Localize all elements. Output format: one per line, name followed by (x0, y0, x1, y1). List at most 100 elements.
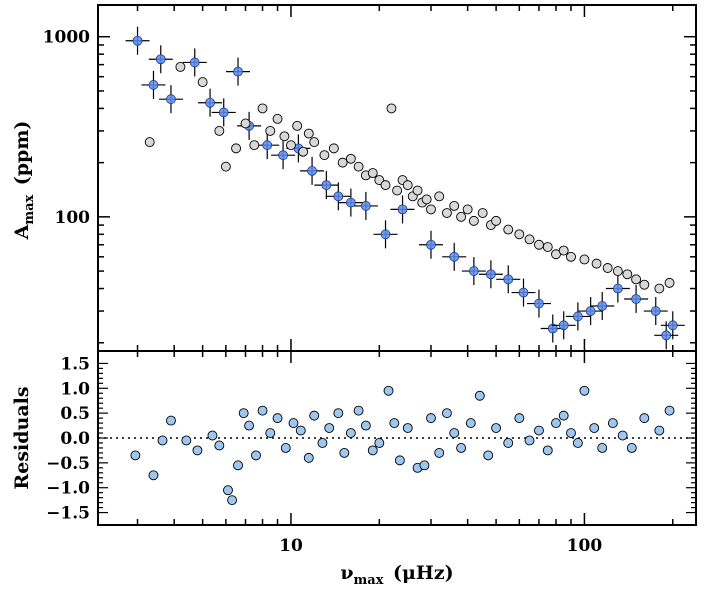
residual-point (148, 470, 159, 481)
observed-point (602, 263, 613, 273)
observed-point (579, 254, 590, 265)
scaling-point (597, 301, 608, 311)
observed-point (426, 204, 436, 215)
y-label-unit: (ppm) (11, 121, 33, 186)
observed-point (265, 125, 276, 136)
residual-point (374, 438, 385, 448)
residual-point (324, 423, 335, 434)
observed-point (462, 204, 473, 215)
scaling-point (132, 35, 143, 46)
residual-point (551, 418, 561, 429)
scaling-point (148, 80, 159, 90)
residual-point (272, 413, 283, 424)
residual-point (353, 405, 364, 416)
observed-point (279, 131, 290, 142)
residual-point (607, 418, 618, 429)
residual-y-tick-label: −0.5 (46, 454, 90, 474)
observed-point (345, 153, 356, 164)
observed-point (197, 77, 208, 88)
observed-point (468, 215, 479, 226)
residual-point (402, 423, 413, 434)
top-scatter-points (125, 26, 685, 350)
scaling-point (534, 298, 544, 309)
residual-point (309, 410, 320, 421)
residual-point (251, 450, 261, 461)
observed-point (392, 185, 403, 196)
scaling-point (585, 306, 596, 316)
scaling-point (558, 320, 569, 331)
residual-point (572, 438, 583, 448)
scaling-point (233, 66, 243, 77)
residual-y-tick-label: 1.0 (60, 379, 90, 399)
scaling-point (547, 323, 558, 334)
residual-point (157, 435, 168, 446)
residual-point (465, 418, 476, 429)
observed-point (639, 279, 650, 290)
scaling-point (468, 266, 479, 276)
residual-point (426, 413, 436, 424)
residual-point (166, 415, 176, 426)
residual-point (434, 447, 445, 458)
residual-point (474, 390, 485, 401)
observed-point (319, 150, 330, 161)
residual-point (542, 445, 553, 456)
top-axis-ticks: 100 1000 (43, 5, 696, 351)
observed-point (380, 180, 391, 191)
observed-point (144, 137, 155, 148)
residual-point (589, 423, 600, 434)
residual-point (280, 442, 291, 453)
observed-point (220, 161, 231, 172)
residual-point (339, 447, 350, 458)
scaling-point (650, 306, 661, 316)
scaling-point (307, 165, 317, 176)
x-tick-label: 100 (567, 536, 603, 556)
observed-point (524, 234, 535, 245)
observed-point (542, 242, 553, 252)
scaling-point (278, 150, 288, 161)
residual-point (345, 428, 356, 438)
residual-point (383, 385, 394, 396)
observed-point (231, 143, 242, 154)
residual-point (524, 435, 535, 446)
residual-y-tick-label: 0.0 (60, 429, 90, 449)
residuals-label: Residuals (11, 386, 33, 489)
residual-point (244, 420, 255, 431)
residual-point (483, 450, 494, 461)
scaling-point (518, 287, 529, 298)
top-y-axis-label: Amax (ppm) (11, 121, 37, 241)
residual-point (214, 440, 225, 451)
scaling-point (189, 57, 200, 68)
scaling-point (661, 330, 672, 341)
scaling-point (572, 311, 583, 322)
scaling-point (155, 54, 166, 65)
residual-point (534, 425, 544, 436)
observed-point (421, 194, 432, 205)
observed-point (534, 239, 544, 250)
scaling-point (345, 197, 356, 208)
residual-point (233, 460, 243, 471)
residual-point (558, 410, 569, 421)
observed-point (441, 208, 452, 218)
observed-point (622, 269, 633, 280)
bottom-y-axis-label: Residuals (11, 386, 33, 489)
observed-point (591, 258, 602, 269)
observed-point (654, 283, 665, 294)
residual-point (238, 408, 249, 419)
residual-point (265, 428, 276, 438)
x-label-gap (383, 562, 393, 584)
residual-y-tick-label: −1.0 (46, 479, 90, 499)
residual-point (389, 418, 400, 429)
observed-point (456, 211, 467, 222)
observed-point (257, 103, 268, 114)
scaling-point (333, 191, 344, 202)
residual-point (288, 418, 299, 429)
residual-point (317, 438, 328, 448)
y-label-main: A (11, 224, 33, 240)
residual-point (295, 425, 306, 436)
scaling-point (262, 140, 273, 151)
residual-point (617, 430, 628, 441)
residual-point (181, 435, 192, 446)
residual-point (333, 408, 344, 419)
y-label-sub: max (22, 194, 37, 224)
scaling-point (667, 320, 678, 331)
